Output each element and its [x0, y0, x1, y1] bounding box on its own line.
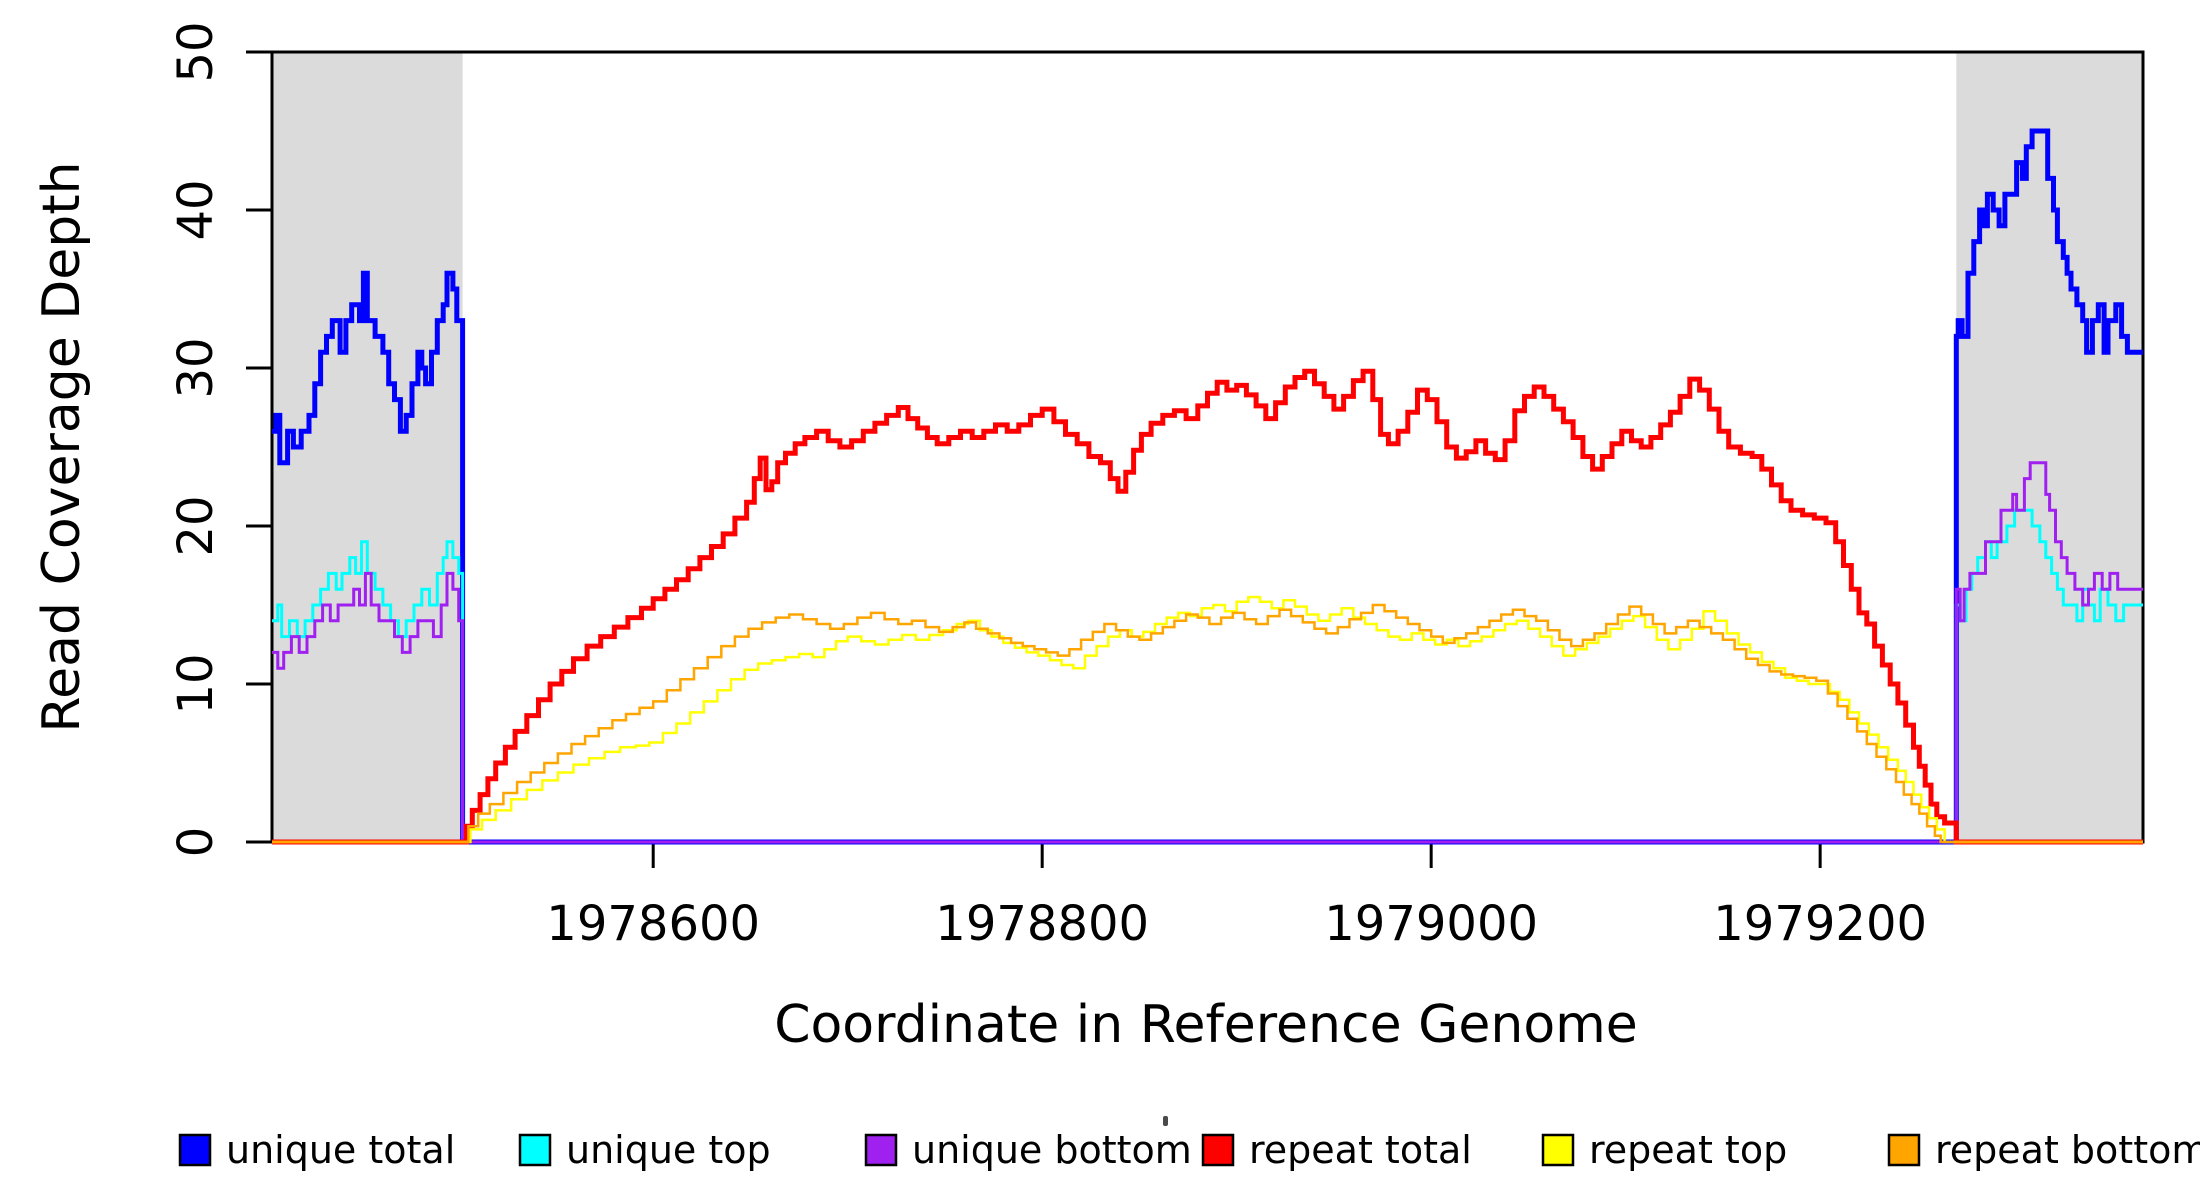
legend-swatch-unique-total [178, 1133, 212, 1167]
legend-label-repeat-bottom: repeat bottom [1935, 1128, 2200, 1172]
axes: 1978600 1978800 1979000 1979200 0 10 20 30 40 50 [168, 21, 2145, 952]
legend-swatch-repeat-top [1541, 1133, 1575, 1167]
x-axis-title: Coordinate in Reference Genome [774, 995, 1638, 1055]
series-line-unique-top [272, 508, 2143, 844]
legend-label-unique-top: unique top [566, 1128, 771, 1172]
shaded-regions [272, 52, 2143, 842]
legend-swatch-repeat-total [1201, 1133, 1235, 1167]
series-line-repeat-top [272, 595, 2143, 844]
legend-swatch-unique-top [518, 1133, 552, 1167]
x-tick-label: 1978600 [546, 896, 760, 952]
x-tick-label: 1979000 [1324, 896, 1538, 952]
y-tick-label: 50 [168, 21, 224, 82]
stray-point [1163, 1116, 1168, 1126]
y-axis-title: Read Coverage Depth [32, 161, 92, 732]
series-line-unique-total [272, 128, 2143, 845]
legend: unique total unique top unique bottom repea… [178, 1128, 2200, 1172]
x-tick-label: 1978800 [935, 896, 1149, 952]
legend-label-repeat-total: repeat total [1249, 1128, 1472, 1172]
unique-region-shading-left [272, 52, 463, 842]
y-tick-label: 20 [168, 495, 224, 556]
legend-label-unique-total: unique total [226, 1128, 455, 1172]
series-line-repeat-bottom [272, 603, 2143, 844]
series-lines [272, 128, 2143, 845]
unique-region-shading-right [1956, 52, 2143, 842]
series-line-repeat-total [272, 368, 2143, 845]
legend-label-repeat-top: repeat top [1589, 1128, 1787, 1172]
y-tick-label: 10 [168, 653, 224, 714]
series-line-unique-bottom [272, 461, 2143, 844]
legend-swatch-unique-bottom [864, 1133, 898, 1167]
x-tick-label: 1979200 [1713, 896, 1927, 952]
y-tick-label: 0 [168, 827, 224, 858]
y-tick-label: 30 [168, 337, 224, 398]
legend-label-unique-bottom: unique bottom [912, 1128, 1192, 1172]
legend-swatch-repeat-bottom [1887, 1133, 1921, 1167]
y-tick-label: 40 [168, 179, 224, 240]
